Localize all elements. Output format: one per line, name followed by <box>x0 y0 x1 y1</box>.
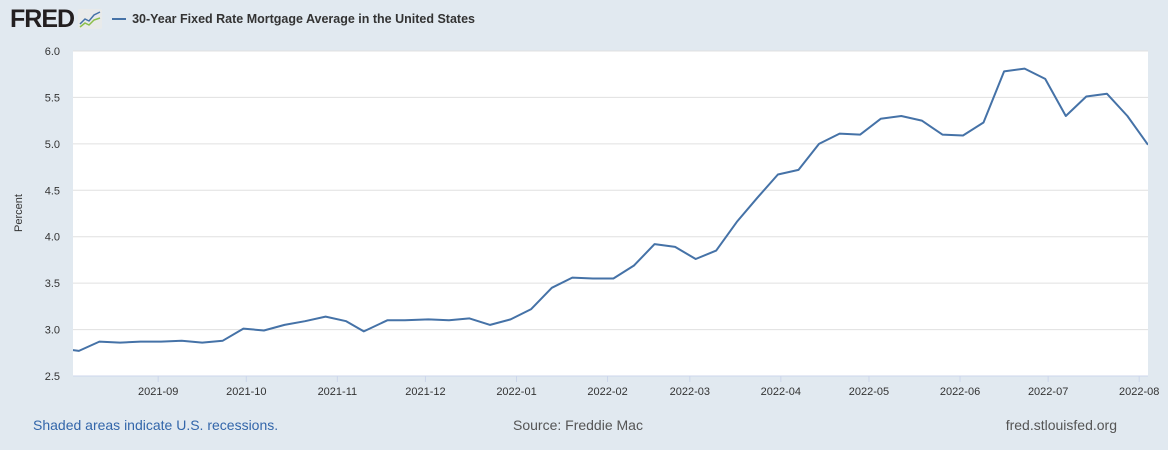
y-tick-label: 3.0 <box>45 325 60 337</box>
y-tick-label: 6.0 <box>45 46 60 58</box>
y-tick-label: 2.5 <box>45 371 60 383</box>
x-tick-label: 2021-09 <box>138 386 178 398</box>
site-text: fred.stlouisfed.org <box>1005 417 1117 433</box>
x-tick-label: 2021-10 <box>226 386 266 398</box>
x-tick-label: 2022-07 <box>1028 386 1068 398</box>
x-tick-label: 2021-12 <box>405 386 445 398</box>
source-text: Source: Freddie Mac <box>513 417 643 433</box>
x-tick-label: 2022-02 <box>587 386 627 398</box>
y-axis-label: Percent <box>13 194 25 232</box>
y-tick-label: 4.5 <box>45 185 60 197</box>
y-tick-label: 3.5 <box>45 278 60 290</box>
fred-logo[interactable]: FRED <box>10 4 75 33</box>
legend-label[interactable]: 30-Year Fixed Rate Mortgage Average in t… <box>132 12 475 26</box>
x-tick-label: 2022-04 <box>761 386 801 398</box>
x-tick-label: 2022-08 <box>1119 386 1159 398</box>
y-tick-label: 4.0 <box>45 232 60 244</box>
x-tick-label: 2022-06 <box>940 386 980 398</box>
chart-header: FRED 30-Year Fixed Rate Mortgage Average… <box>10 4 475 33</box>
x-tick-label: 2022-05 <box>849 386 889 398</box>
series-line <box>73 67 1148 352</box>
fred-logo-graph-icon <box>78 9 103 29</box>
y-tick-label: 5.0 <box>45 139 60 151</box>
y-tick-label: 5.5 <box>45 92 60 104</box>
recessions-note-link[interactable]: Shaded areas indicate U.S. recessions. <box>33 417 279 433</box>
x-tick-label: 2022-01 <box>496 386 536 398</box>
x-tick-label: 2021-11 <box>318 386 358 398</box>
x-tick-label: 2022-03 <box>670 386 710 398</box>
plot-area <box>73 51 1148 376</box>
legend-swatch <box>112 18 127 20</box>
